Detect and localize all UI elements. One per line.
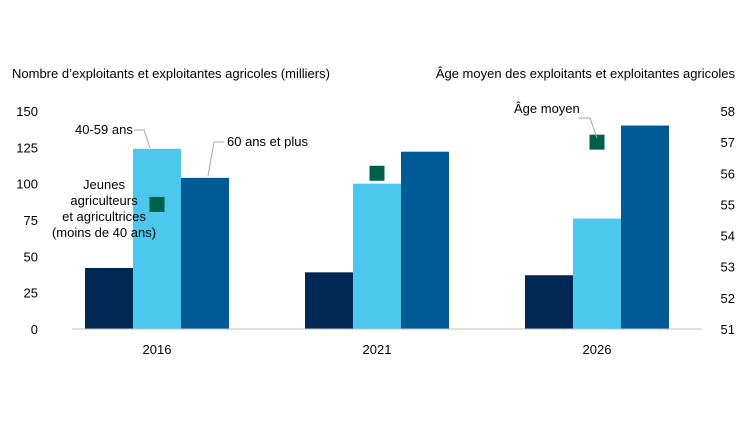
right-tick-label: 56 bbox=[721, 166, 735, 181]
right-tick-label: 52 bbox=[721, 291, 735, 306]
right-tick-label: 55 bbox=[721, 197, 735, 212]
bar bbox=[85, 267, 133, 329]
left-axis-ticks: 0 25 50 75 100 125 150 bbox=[16, 104, 38, 337]
legend-label-young: Jeunes agriculteurs et agricultrices (moins… bbox=[52, 177, 156, 240]
left-tick-label: 50 bbox=[24, 249, 38, 264]
bars bbox=[85, 125, 669, 330]
right-axis-title: Âge moyen des exploitants et exploitante… bbox=[436, 66, 736, 81]
callout-line bbox=[207, 141, 224, 177]
left-tick-label: 100 bbox=[16, 177, 38, 192]
x-tick-label: 2016 bbox=[143, 342, 172, 357]
bar bbox=[353, 183, 401, 329]
bar bbox=[573, 218, 621, 329]
right-tick-label: 58 bbox=[721, 104, 735, 119]
bar bbox=[181, 177, 229, 329]
right-tick-label: 57 bbox=[721, 135, 735, 150]
right-axis-ticks: 51 52 53 54 55 56 57 58 bbox=[721, 104, 735, 337]
left-axis-title: Nombre d’exploitants et exploitantes agr… bbox=[12, 66, 330, 81]
right-tick-label: 53 bbox=[721, 260, 735, 275]
legend-label-40-59: 40-59 ans bbox=[75, 122, 133, 137]
left-tick-label: 125 bbox=[16, 140, 38, 155]
left-tick-label: 25 bbox=[24, 286, 38, 301]
bar bbox=[133, 148, 181, 329]
series-annotations: Jeunes agriculteurs et agricultrices (moins… bbox=[52, 101, 598, 240]
age-marker bbox=[589, 134, 605, 150]
callout-line bbox=[578, 117, 598, 139]
left-tick-label: 75 bbox=[24, 213, 38, 228]
x-axis-labels: 2016 2021 2026 bbox=[143, 342, 612, 357]
callout-line bbox=[134, 129, 151, 149]
right-tick-label: 51 bbox=[721, 322, 735, 337]
legend-label-age: Âge moyen bbox=[514, 101, 580, 116]
bar bbox=[401, 151, 449, 329]
bar bbox=[525, 275, 573, 329]
right-tick-label: 54 bbox=[721, 229, 735, 244]
left-tick-label: 0 bbox=[31, 322, 38, 337]
age-marker bbox=[369, 165, 385, 181]
left-tick-label: 150 bbox=[16, 104, 38, 119]
bar bbox=[305, 272, 353, 329]
x-tick-label: 2026 bbox=[583, 342, 612, 357]
age-marker bbox=[149, 196, 165, 212]
x-tick-label: 2021 bbox=[363, 342, 392, 357]
age-markers bbox=[149, 134, 605, 212]
bar bbox=[621, 125, 669, 330]
legend-label-60-plus: 60 ans et plus bbox=[227, 134, 308, 149]
